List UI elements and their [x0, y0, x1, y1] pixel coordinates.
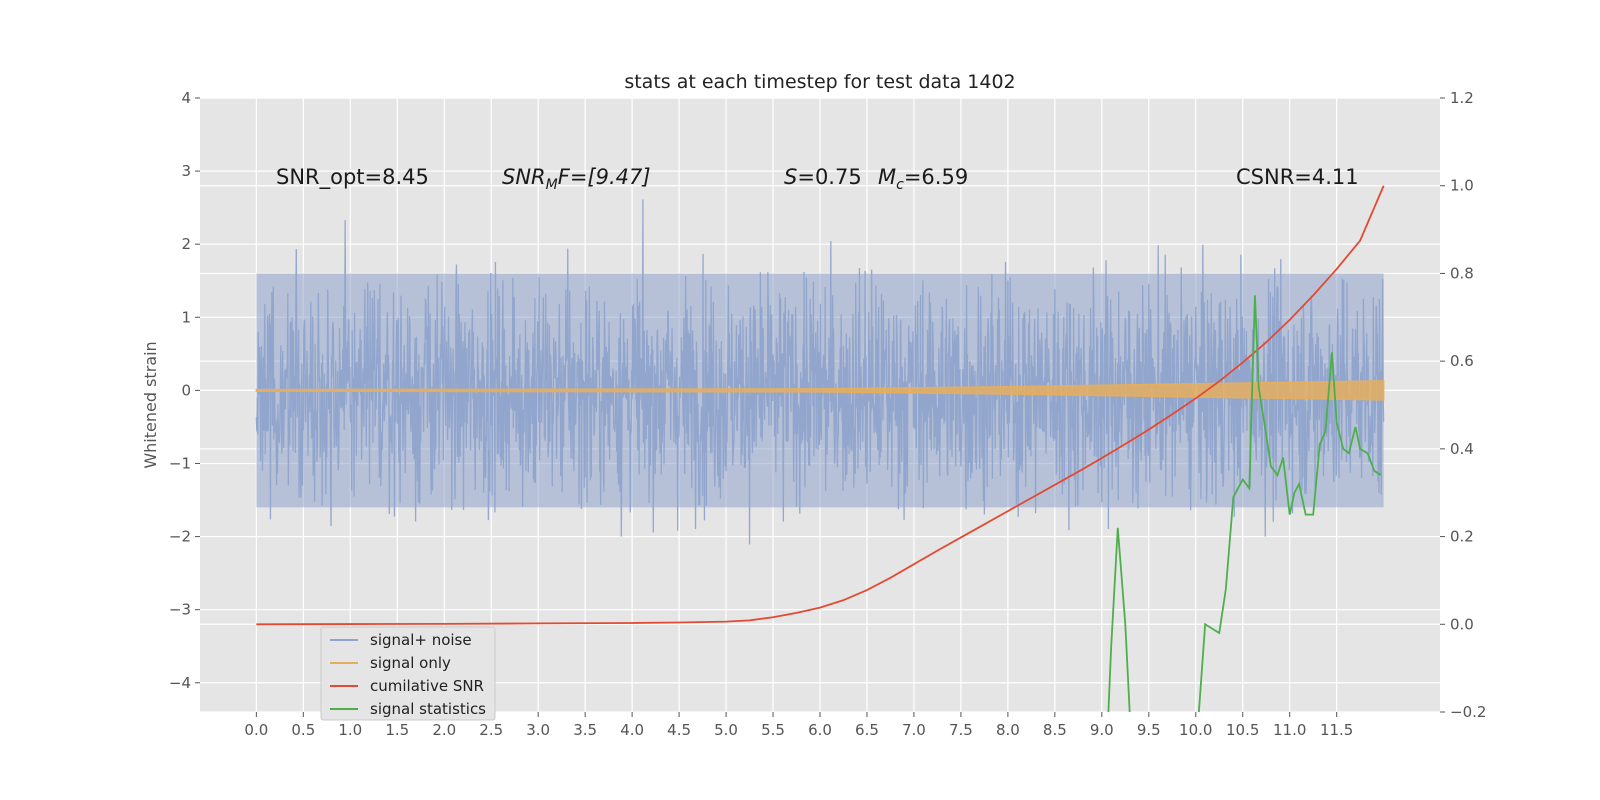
x-tick-label: 3.5: [573, 721, 597, 739]
x-tick-label: 0.5: [291, 721, 315, 739]
y2-tick-label: 1.0: [1450, 177, 1474, 195]
legend-label-signal-noise: signal+ noise: [370, 631, 472, 649]
x-tick-label: 9.0: [1090, 721, 1114, 739]
x-tick-label: 2.0: [432, 721, 456, 739]
y-tick-label: 3: [181, 162, 191, 180]
annotation-s: S=0.75: [784, 165, 862, 189]
y2-tick-label: 0.4: [1450, 440, 1474, 458]
x-tick-label: 4.0: [620, 721, 644, 739]
annotation-csnr: CSNR=4.11: [1236, 165, 1359, 189]
x-tick-label: 5.5: [761, 721, 785, 739]
y-tick-label: 0: [181, 381, 191, 399]
snr-mf-sub: M: [546, 177, 558, 193]
y-tick-label: −2: [169, 528, 191, 546]
y-tick-label: 1: [181, 308, 191, 326]
y2-tick-label: 0.0: [1450, 615, 1474, 633]
y-tick-label: −4: [169, 674, 191, 692]
x-tick-label: 11.0: [1273, 721, 1306, 739]
y-axis-label: Whitened strain: [141, 341, 160, 468]
x-tick-label: 5.0: [714, 721, 738, 739]
legend: signal+ noise signal only cumilative SNR…: [320, 626, 496, 721]
series-layer: [255, 185, 1385, 712]
x-axis: 0.0 0.5 1.0 1.5 2.0 2.5 3.0 3.5 4.0 4.5 5.0 5.5 6.0 6…: [244, 712, 1353, 739]
x-tick-label: 2.5: [479, 721, 503, 739]
y-tick-label: −3: [169, 601, 191, 619]
legend-box: [320, 626, 496, 721]
x-tick-label: 9.5: [1137, 721, 1161, 739]
x-tick-label: 7.5: [949, 721, 973, 739]
series-signal-statistics: [1107, 527, 1131, 712]
plot-content: [255, 185, 1385, 712]
x-tick-label: 0.0: [244, 721, 268, 739]
x-tick-label: 1.5: [385, 721, 409, 739]
y2-tick-label: 1.2: [1450, 89, 1474, 107]
x-tick-label: 6.5: [855, 721, 879, 739]
mc-sub: c: [896, 177, 904, 193]
legend-label-signal-statistics: signal statistics: [370, 700, 486, 718]
y2-tick-label: 0.8: [1450, 264, 1474, 282]
annotation-snr-opt: SNR_opt=8.45: [276, 165, 429, 190]
y-axis-right: 1.2 1.0 0.8 0.6 0.4 0.2 0.0 −0.2: [1440, 89, 1486, 721]
y2-tick-label: −0.2: [1450, 703, 1486, 721]
annotation-mc: Mc=6.59: [878, 165, 968, 193]
x-tick-label: 11.5: [1320, 721, 1353, 739]
y-tick-label: 2: [181, 235, 191, 253]
x-tick-label: 4.5: [667, 721, 691, 739]
series-signal-statistics: [1197, 295, 1382, 712]
legend-label-cumulative-snr: cumilative SNR: [370, 677, 484, 695]
x-tick-label: 8.0: [996, 721, 1020, 739]
x-tick-label: 3.0: [526, 721, 550, 739]
y-axis-left: 4 3 2 1 0 −1 −2 −3 −4: [169, 89, 200, 692]
mc-val: =6.59: [904, 165, 968, 189]
y-tick-label: −1: [169, 454, 191, 472]
series-signal-only: [255, 380, 1385, 401]
x-tick-label: 8.5: [1043, 721, 1067, 739]
s-var: S: [784, 165, 797, 189]
legend-label-signal-only: signal only: [370, 654, 451, 672]
mc-var: M: [878, 165, 896, 189]
x-tick-label: 10.5: [1226, 721, 1259, 739]
series-cumulative-snr: [256, 185, 1385, 626]
x-tick-label: 1.0: [338, 721, 362, 739]
y2-tick-label: 0.6: [1450, 352, 1474, 370]
y2-tick-label: 0.2: [1450, 528, 1474, 546]
annotation-snr-mf: SNRMF=[9.47]: [502, 165, 651, 193]
x-tick-label: 6.0: [808, 721, 832, 739]
s-val: =0.75: [797, 165, 861, 189]
y-tick-label: 4: [181, 89, 191, 107]
snr-mf-main: SNR: [502, 165, 546, 189]
x-tick-label: 7.0: [902, 721, 926, 739]
chart-title: stats at each timestep for test data 140…: [624, 71, 1015, 93]
x-tick-label: 10.0: [1179, 721, 1212, 739]
snr-mf-rest: F=[9.47]: [558, 165, 651, 189]
